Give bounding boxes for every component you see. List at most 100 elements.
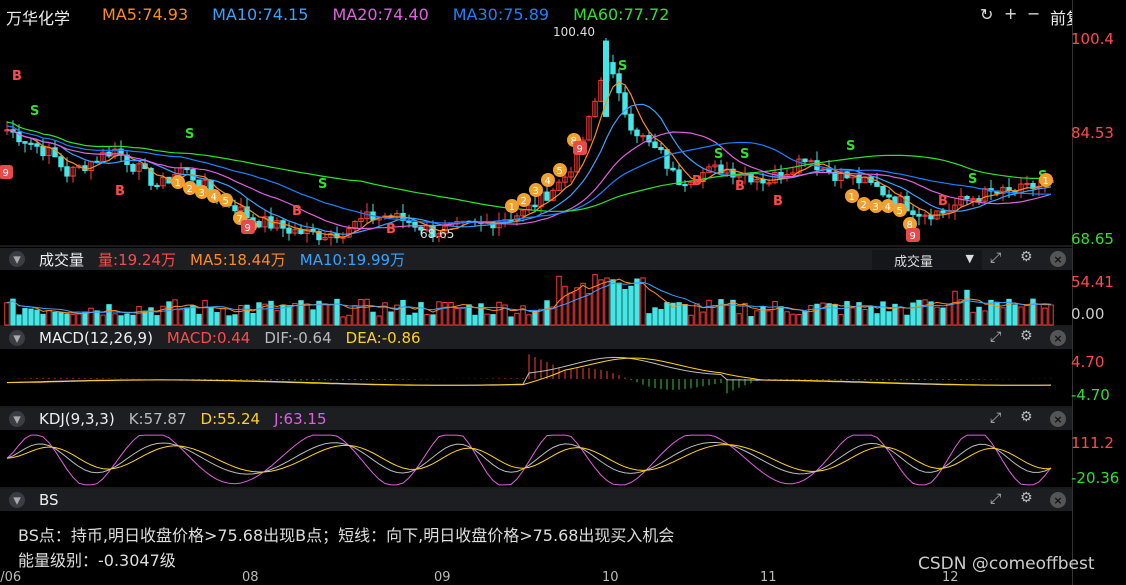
signal-mark: S: [185, 127, 194, 142]
volume-bar: [784, 311, 790, 326]
expand-icon[interactable]: ⤢: [990, 250, 1002, 266]
volume-bar: [1012, 304, 1018, 326]
volume-bar: [622, 288, 628, 326]
candle-body: [346, 228, 352, 238]
volume-bar: [460, 306, 466, 326]
price-axis-top: 100.4: [1071, 30, 1114, 48]
expand-icon[interactable]: ⤢: [990, 410, 1002, 426]
volume-bar: [664, 302, 670, 326]
signal-mark: S: [714, 147, 723, 162]
candle-body: [808, 160, 814, 163]
zoom-out-icon[interactable]: −: [1027, 4, 1041, 23]
volume-bar: [154, 315, 160, 326]
gear-icon[interactable]: ⚙: [1020, 490, 1033, 506]
close-icon[interactable]: ×: [1050, 251, 1066, 267]
bs-panel-header: ▾ BS: [0, 489, 1072, 511]
candle-body: [670, 167, 676, 171]
ma20-line: [6, 129, 1052, 230]
close-icon[interactable]: ×: [1050, 330, 1066, 346]
ma10-label: MA10:74.15: [212, 5, 309, 24]
volume-bar: [970, 311, 976, 326]
candle-body: [244, 206, 250, 219]
volume-bar: [70, 313, 76, 326]
close-icon[interactable]: ×: [1050, 492, 1066, 508]
signal-mark: S: [740, 147, 749, 162]
volume-bar: [364, 298, 370, 326]
candle-body: [682, 183, 688, 187]
candle-body: [904, 195, 910, 212]
zoom-in-icon[interactable]: +: [1004, 4, 1018, 23]
volume-bar: [640, 277, 646, 326]
candle-body: [658, 147, 664, 151]
annotation-high: 100.40: [553, 25, 595, 39]
candle-body: [838, 171, 844, 181]
volume-bar: [898, 306, 904, 326]
gear-icon[interactable]: ⚙: [1020, 328, 1033, 344]
nine-badge-label: 9: [577, 144, 583, 155]
volume-bar: [706, 299, 712, 326]
volume-bar: [940, 307, 946, 326]
gear-icon[interactable]: ⚙: [1020, 249, 1033, 265]
volume-bar: [370, 311, 376, 326]
macd-collapse-icon[interactable]: ▾: [9, 329, 25, 347]
volume-bar: [274, 310, 280, 326]
volume-bar: [496, 301, 502, 326]
volume-bar: [1042, 307, 1048, 326]
volume-bar: [868, 306, 874, 326]
volume-bar: [28, 308, 34, 326]
count-badge: [183, 181, 197, 195]
count-badge-label: 8: [571, 136, 577, 147]
candle-body: [634, 129, 640, 137]
count-badge-label: 7: [237, 214, 243, 225]
gear-icon[interactable]: ⚙: [1020, 409, 1033, 425]
candle-body: [352, 221, 358, 230]
candle-body: [76, 165, 82, 168]
d-line: [6, 444, 1052, 473]
volume-collapse-icon[interactable]: ▾: [9, 250, 25, 268]
count-badge: [529, 183, 543, 197]
nine-badge-label: 9: [245, 223, 251, 234]
main-chart: 100.4068.65BSBSBSBSBSBSBSBSS123457812345…: [0, 25, 1072, 489]
nine-badge: [241, 220, 255, 234]
volume-bar: [730, 299, 736, 326]
signal-mark: S: [846, 139, 855, 154]
candle-body: [520, 209, 526, 217]
ma60-label: MA60:77.72: [573, 5, 670, 24]
candle-body: [28, 142, 34, 145]
volume-bar: [238, 305, 244, 326]
volume-ma5-line: [6, 278, 1052, 315]
candle-body: [262, 216, 268, 228]
volume-bar: [46, 310, 52, 326]
volume-bar: [508, 316, 514, 326]
date-tick: 09: [434, 570, 451, 585]
dea-line: [6, 357, 1051, 386]
candle-body: [892, 196, 898, 205]
volume-bar: [772, 300, 778, 326]
expand-icon[interactable]: ⤢: [990, 491, 1002, 507]
date-tick: 08: [242, 570, 259, 585]
signal-mark: B: [12, 69, 22, 84]
close-icon[interactable]: ×: [1050, 411, 1066, 427]
count-badge-label: 4: [885, 202, 891, 213]
expand-icon[interactable]: ⤢: [990, 329, 1002, 345]
bs-collapse-icon[interactable]: ▾: [9, 491, 25, 509]
nine-badge-label: 9: [910, 231, 916, 242]
kdj-axis-top: 111.2: [1071, 434, 1114, 452]
ma-legend: MA5:74.93 MA10:74.15 MA20:74.40 MA30:75.…: [102, 5, 669, 24]
kdj-collapse-icon[interactable]: ▾: [9, 410, 25, 428]
candle-body: [856, 174, 862, 184]
candle-body: [358, 218, 364, 223]
volume-bar: [226, 315, 232, 326]
volume-bar: [376, 315, 382, 326]
indicator-selector[interactable]: 成交量 ▼: [872, 250, 982, 270]
volume-bar: [1048, 304, 1054, 326]
candle-body: [562, 176, 568, 183]
refresh-icon[interactable]: ↻: [980, 5, 994, 24]
volume-bar: [430, 314, 436, 326]
volume-bar: [952, 290, 958, 326]
volume-bar: [124, 313, 130, 326]
volume-axis-top: 54.41: [1071, 273, 1114, 291]
j-label: J:63.15: [274, 410, 327, 428]
volume-bar: [718, 299, 724, 326]
candle-body: [922, 214, 928, 217]
